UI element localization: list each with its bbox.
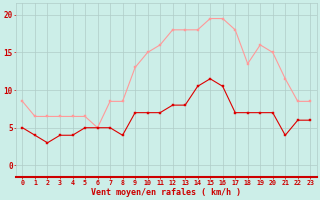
X-axis label: Vent moyen/en rafales ( km/h ): Vent moyen/en rafales ( km/h ) <box>92 188 241 197</box>
